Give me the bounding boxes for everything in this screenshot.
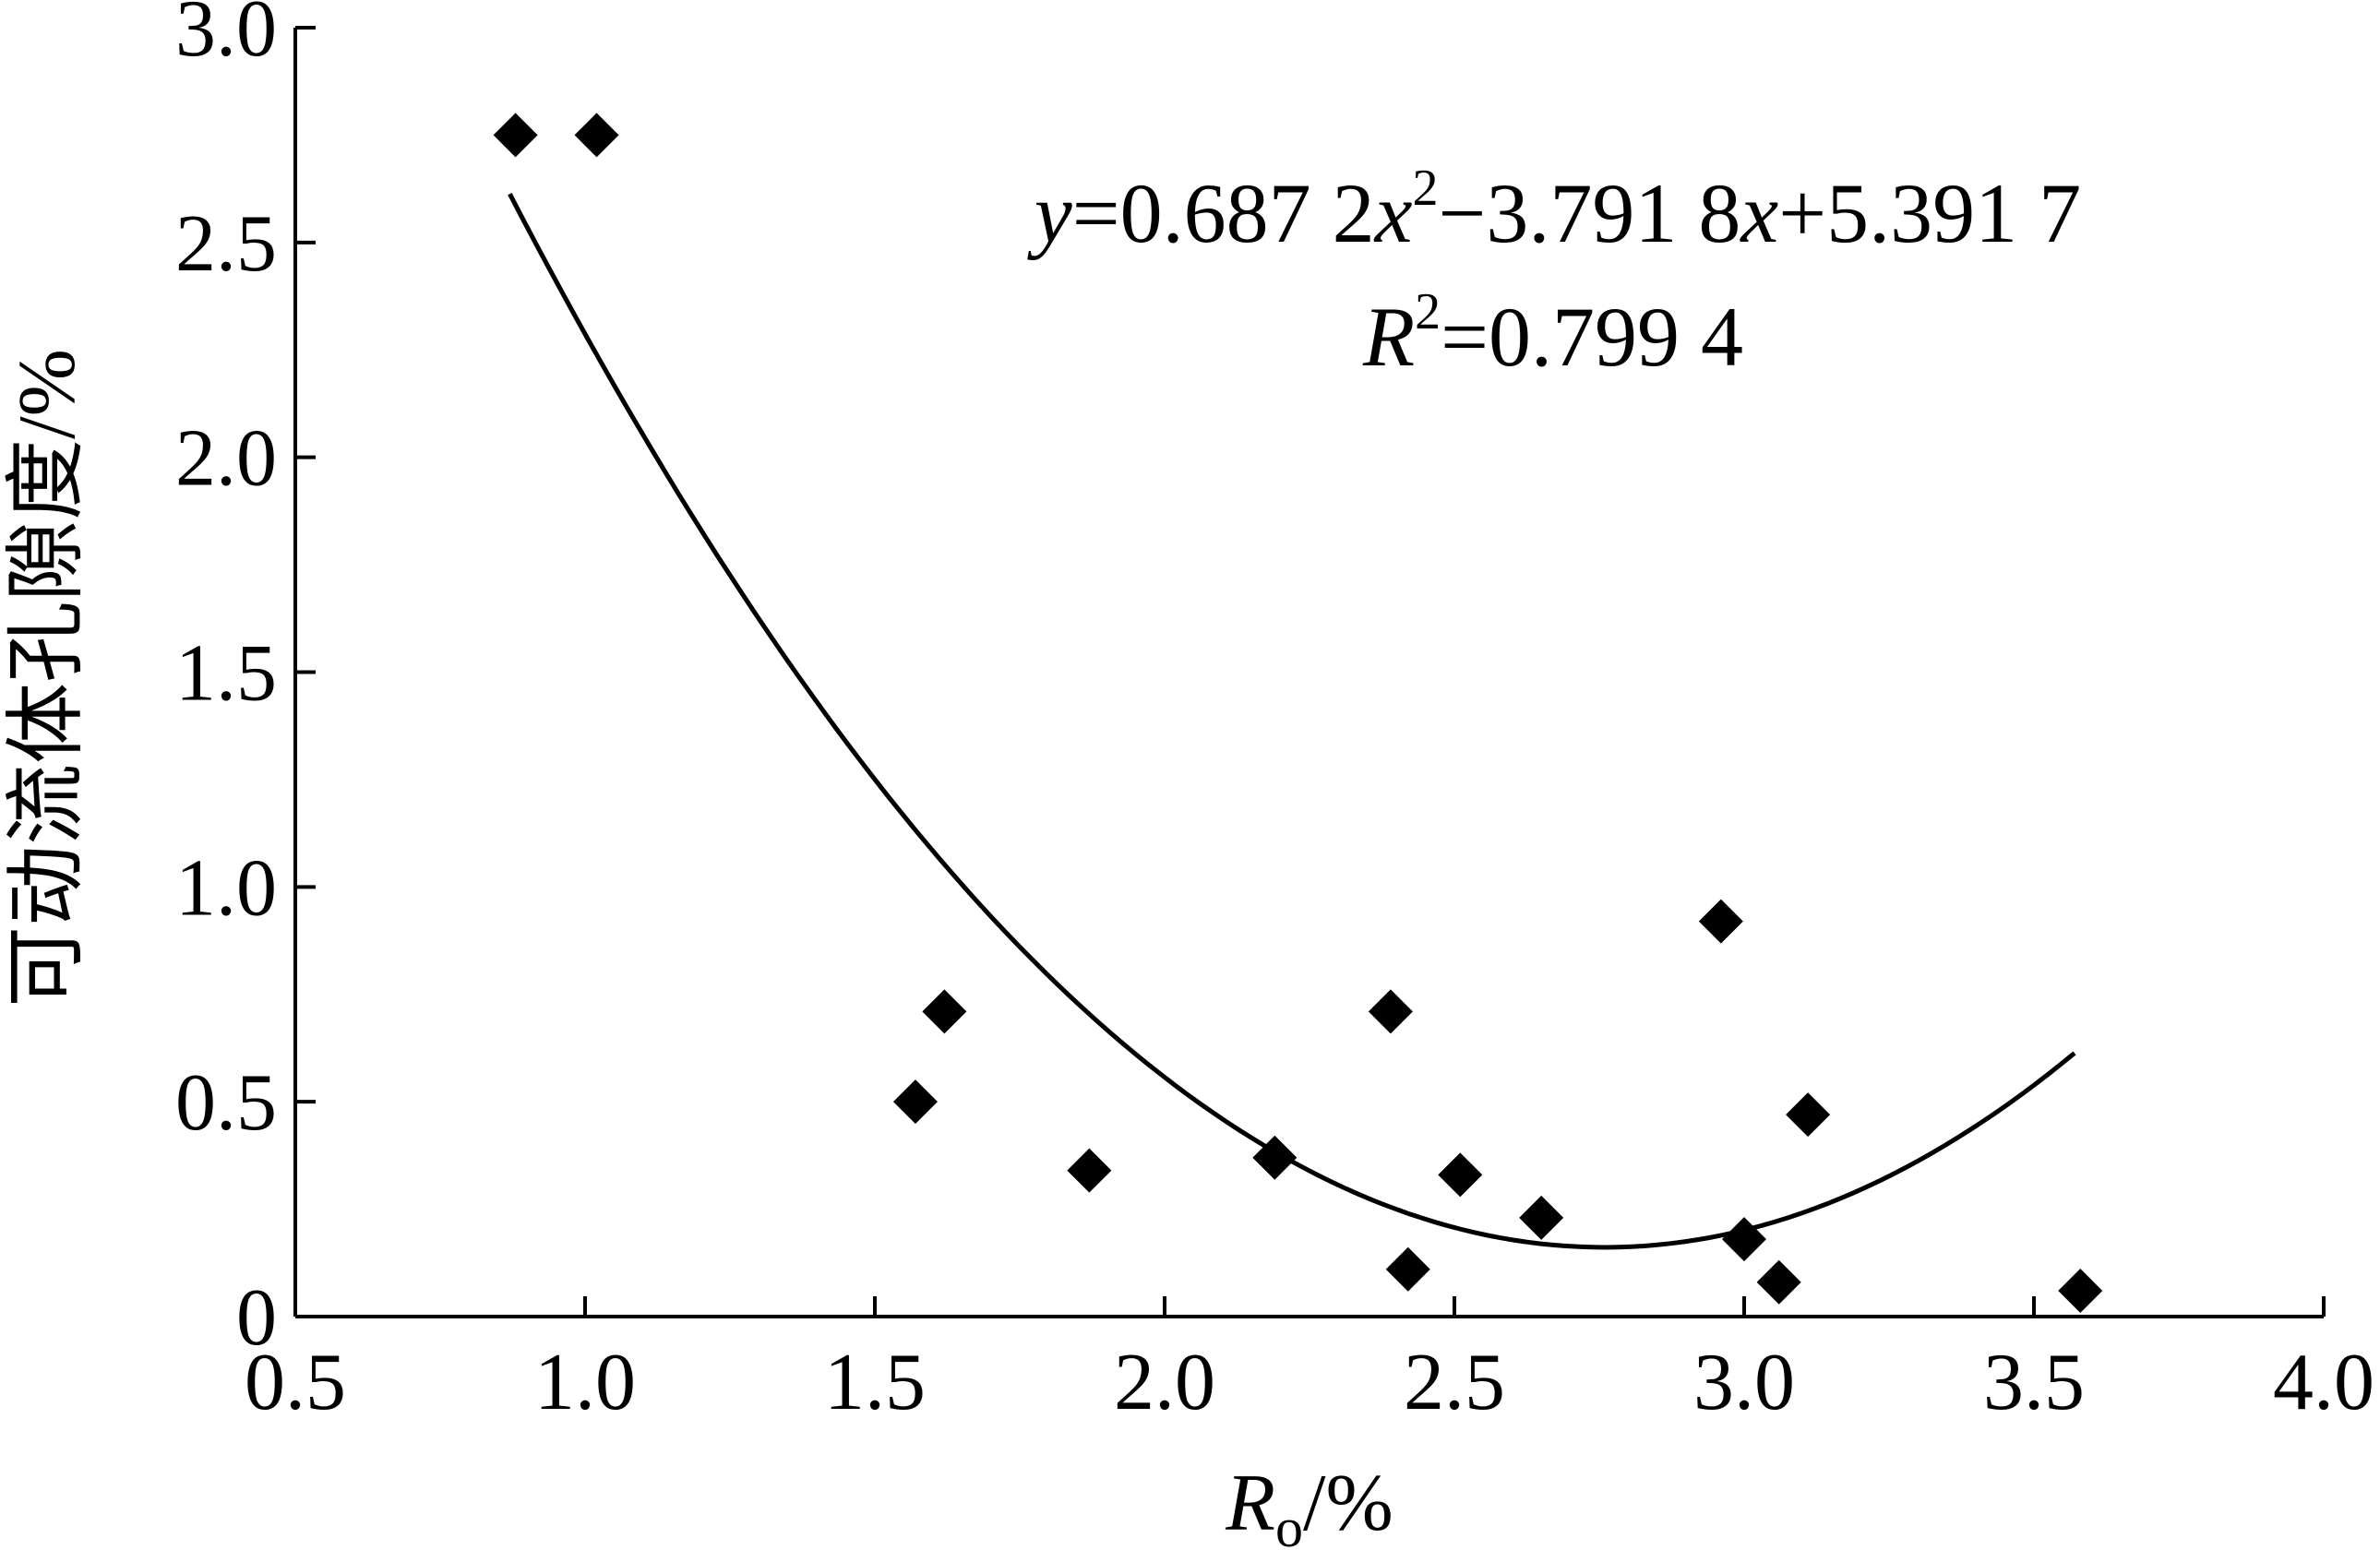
y-tick-label: 2.5 bbox=[175, 199, 277, 289]
data-point bbox=[922, 989, 967, 1034]
equation-label: y=0.687 2x2−3.791 8x+5.391 7 bbox=[1027, 160, 2081, 260]
x-axis-title: Ro/% bbox=[1225, 1459, 1393, 1550]
data-point bbox=[1698, 899, 1743, 944]
equation-coef-b: −3.791 8 bbox=[1438, 166, 1740, 260]
data-point bbox=[1385, 1246, 1430, 1292]
data-points bbox=[493, 113, 2103, 1314]
r-squared-value: =0.799 4 bbox=[1441, 290, 1743, 384]
x-axis-title-sub: o bbox=[1275, 1497, 1303, 1550]
data-point bbox=[892, 1079, 938, 1125]
y-tick-label: 1.5 bbox=[175, 629, 277, 719]
data-point bbox=[1519, 1195, 1564, 1240]
x-tick-label: 3.5 bbox=[1983, 1338, 2085, 1427]
r-squared-var: R bbox=[1362, 290, 1415, 384]
y-tick-label: 0.5 bbox=[175, 1058, 277, 1148]
x-tick-label: 3.0 bbox=[1693, 1338, 1795, 1427]
y-axis-title: 可动流体孔隙度/% bbox=[3, 349, 92, 1008]
data-point bbox=[574, 113, 619, 158]
x-tick-label: 1.5 bbox=[824, 1338, 926, 1427]
y-axis-ticks: 0 0.5 1.0 1.5 2.0 2.5 3.0 bbox=[175, 0, 316, 1363]
trendline-curve bbox=[508, 193, 2076, 1250]
r-squared-label: R2=0.799 4 bbox=[1362, 283, 1743, 384]
data-point bbox=[1368, 989, 1413, 1034]
r-squared-exponent: 2 bbox=[1415, 283, 1441, 340]
y-tick-label: 0 bbox=[236, 1273, 277, 1363]
data-point bbox=[1756, 1259, 1801, 1305]
data-point bbox=[1438, 1152, 1483, 1198]
data-point bbox=[1252, 1135, 1298, 1180]
y-tick-label: 1.0 bbox=[175, 843, 277, 933]
data-point bbox=[1722, 1217, 1766, 1262]
x-tick-label: 2.5 bbox=[1404, 1338, 1505, 1427]
y-tick-label: 3.0 bbox=[175, 0, 277, 74]
equation-coef-c: +5.391 7 bbox=[1778, 166, 2081, 260]
x-axis-ticks: 0.5 1.0 1.5 2.0 2.5 3.0 3.5 4.0 bbox=[245, 1296, 2374, 1427]
x-axis-title-main: R bbox=[1225, 1459, 1275, 1548]
data-point bbox=[1067, 1148, 1112, 1193]
equation-y-var: y bbox=[1027, 166, 1072, 260]
equation-x-var-2: x bbox=[1739, 166, 1778, 260]
x-axis-title-unit: /% bbox=[1303, 1459, 1393, 1548]
equation-coef-a: =0.687 2 bbox=[1072, 166, 1375, 260]
x-tick-label: 1.0 bbox=[534, 1338, 636, 1427]
x-tick-label: 2.0 bbox=[1114, 1338, 1215, 1427]
data-point bbox=[2058, 1269, 2103, 1314]
equation-exponent: 2 bbox=[1412, 160, 1438, 217]
x-tick-label: 4.0 bbox=[2273, 1338, 2374, 1427]
y-tick-label: 2.0 bbox=[175, 414, 277, 504]
data-point bbox=[1786, 1092, 1831, 1138]
equation-x-var-1: x bbox=[1373, 166, 1413, 260]
x-tick-label: 0.5 bbox=[245, 1338, 346, 1427]
data-point bbox=[493, 113, 538, 158]
